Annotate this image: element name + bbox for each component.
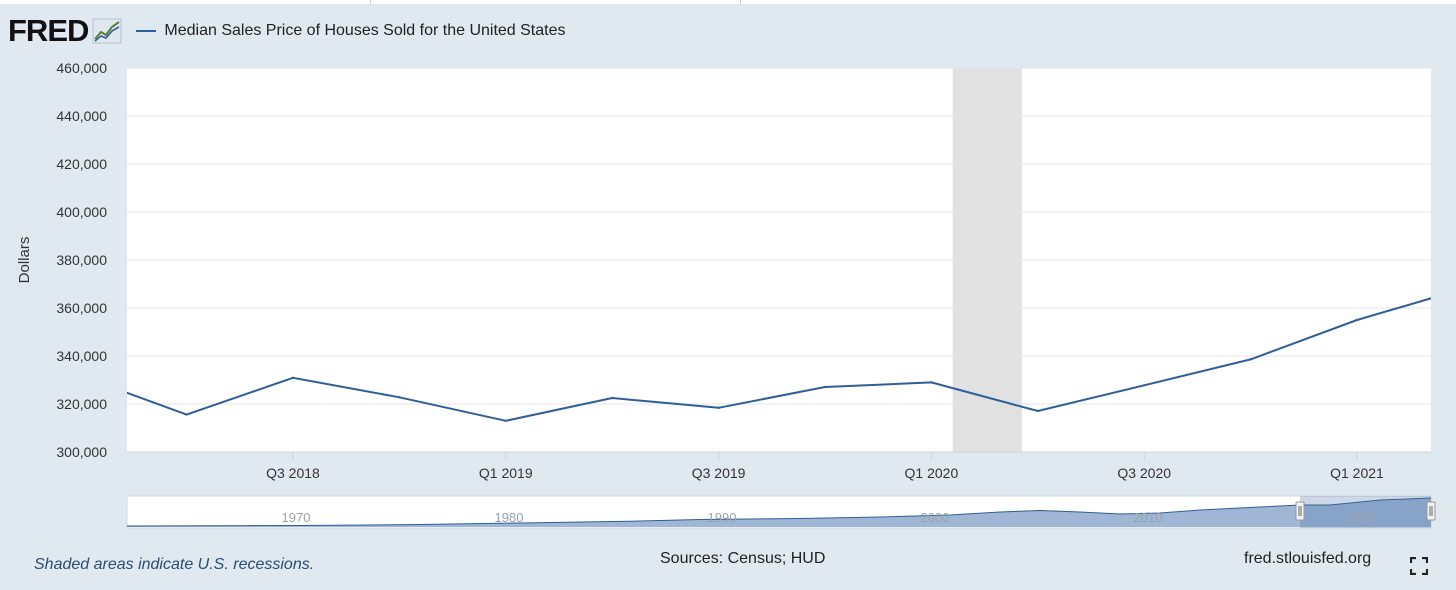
site-link[interactable]: fred.stlouisfed.org (1244, 550, 1372, 567)
y-tick-label: 460,000 (56, 60, 107, 76)
navigator-selection[interactable] (1300, 496, 1431, 528)
navigator-handle-left[interactable] (1295, 501, 1305, 521)
data-point[interactable] (823, 385, 827, 389)
x-tick-label: Q3 2020 (1117, 465, 1171, 481)
x-ticks: Q3 2018 Q1 2019 Q3 2019 Q1 2020 Q3 2020 Q1 20… (266, 452, 1384, 481)
data-point[interactable] (717, 406, 720, 410)
legend[interactable]: Median Sales Price of Houses Sold for th… (136, 22, 566, 40)
data-point[interactable] (1355, 318, 1359, 322)
y-axis-label: Dollars (16, 237, 33, 284)
data-point[interactable] (291, 376, 295, 380)
chart-header: FRED Median Sales Price of Houses Sold f… (8, 13, 566, 48)
navigator-label: 2010 (1134, 510, 1163, 525)
y-ticks: 300,000 320,000 340,000 360,000 380,000 400,0… (56, 60, 107, 460)
x-tick-label: Q1 2021 (1330, 465, 1384, 481)
y-tick-label: 400,000 (56, 204, 107, 220)
y-tick-label: 300,000 (56, 444, 107, 460)
x-tick-label: Q3 2019 (692, 465, 746, 481)
x-tick-label: Q1 2019 (479, 465, 533, 481)
navigator-label: 1990 (708, 510, 737, 525)
chart-svg[interactable]: 300,000 320,000 340,000 360,000 380,000 400,0… (0, 0, 1456, 545)
navigator-label: 2020 (1347, 510, 1376, 525)
fred-logo[interactable]: FRED (8, 13, 89, 48)
gridlines (127, 67, 1431, 453)
data-point[interactable] (930, 381, 933, 384)
sources-text: Sources: Census; HUD (660, 550, 826, 567)
handle-body[interactable] (1426, 501, 1436, 521)
data-point[interactable] (185, 413, 188, 416)
navigator-label: 2000 (921, 510, 950, 525)
navigator[interactable]: 1970 1980 1990 2000 2010 2020 (126, 495, 1436, 529)
y-tick-label: 340,000 (56, 348, 107, 364)
data-point[interactable] (1249, 358, 1252, 361)
y-tick-label: 320,000 (56, 396, 107, 412)
fullscreen-icon[interactable] (1410, 557, 1428, 575)
data-point[interactable] (610, 396, 614, 400)
navigator-label: 1980 (495, 510, 524, 525)
navigator-line (126, 497, 1432, 527)
y-tick-label: 440,000 (56, 108, 107, 124)
data-point[interactable] (504, 419, 507, 422)
navigator-label: 1970 (282, 510, 311, 525)
data-point[interactable] (1142, 384, 1146, 387)
y-tick-label: 360,000 (56, 300, 107, 316)
navigator-area (127, 498, 1431, 527)
recession-note: Shaded areas indicate U.S. recessions. (34, 556, 315, 573)
line-chart-icon (92, 18, 122, 44)
data-point[interactable] (398, 396, 401, 399)
y-tick-label: 420,000 (56, 156, 107, 172)
handle-body[interactable] (1295, 501, 1305, 521)
navigator-handle-right[interactable] (1426, 501, 1436, 521)
data-point[interactable] (1036, 409, 1039, 413)
top-border (0, 0, 1456, 4)
x-tick-label: Q3 2018 (266, 465, 320, 481)
series-layer (80, 111, 1456, 422)
legend-swatch (136, 30, 157, 32)
y-tick-label: 380,000 (56, 252, 107, 268)
series-line[interactable] (80, 111, 1456, 422)
x-tick-label: Q1 2020 (905, 465, 959, 481)
legend-label: Median Sales Price of Houses Sold for th… (164, 22, 566, 39)
